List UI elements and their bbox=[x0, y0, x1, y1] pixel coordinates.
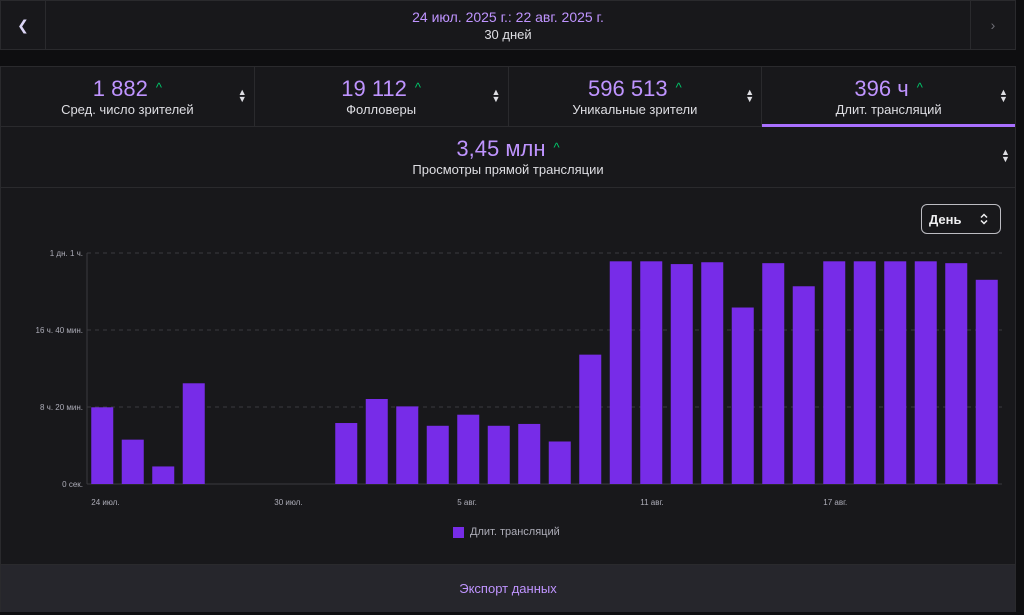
granularity-value: День bbox=[929, 211, 962, 227]
stat-unique-viewers[interactable]: 596 513 ^ Уникальные зрители ▲ ▼ bbox=[508, 67, 763, 127]
stat-value: 19 112 bbox=[341, 76, 407, 101]
bar bbox=[518, 423, 541, 484]
x-tick-label: 5 авг. bbox=[457, 498, 477, 507]
y-tick-label: 8 ч. 20 мин. bbox=[40, 403, 83, 412]
bar bbox=[945, 263, 968, 484]
bar bbox=[91, 407, 114, 484]
trend-up-icon: ^ bbox=[675, 80, 682, 95]
bar bbox=[884, 261, 907, 484]
bar bbox=[640, 261, 663, 484]
bar bbox=[365, 398, 388, 484]
bar bbox=[396, 406, 419, 484]
bar bbox=[609, 261, 632, 484]
sort-icon: ▲ ▼ bbox=[491, 87, 501, 104]
trend-up-icon: ^ bbox=[414, 80, 421, 95]
y-tick-label: 0 сек. bbox=[62, 480, 83, 489]
sort-icon: ▲ ▼ bbox=[1001, 147, 1010, 164]
bar bbox=[731, 307, 754, 484]
stat-stream-duration[interactable]: 396 ч ^ Длит. трансляций ▲ ▼ bbox=[762, 67, 1015, 127]
stat-label: Просмотры прямой трансляции bbox=[412, 162, 604, 177]
date-range: 24 июл. 2025 г.: 22 авг. 2025 г. 30 дней bbox=[45, 9, 971, 44]
y-tick-label: 16 ч. 40 мин. bbox=[36, 326, 83, 335]
sort-icon: ▲ ▼ bbox=[745, 87, 755, 104]
select-arrows-icon bbox=[980, 213, 988, 225]
stat-label: Уникальные зрители bbox=[572, 102, 698, 117]
bar bbox=[792, 286, 815, 484]
stat-tabs: 1 882 ^ Сред. число зрителей ▲ ▼ 19 112 ^ Ф… bbox=[1, 67, 1015, 127]
bar bbox=[762, 263, 785, 484]
prev-period-button[interactable]: ❮ bbox=[1, 1, 46, 49]
bar bbox=[853, 261, 876, 484]
bar bbox=[182, 383, 205, 484]
bar bbox=[152, 466, 175, 484]
export-data-button[interactable]: Экспорт данных bbox=[1, 564, 1015, 612]
stat-label: Длит. трансляций bbox=[835, 102, 942, 117]
stat-avg-viewers[interactable]: 1 882 ^ Сред. число зрителей ▲ ▼ bbox=[1, 67, 255, 127]
date-range-bar: ❮ 24 июл. 2025 г.: 22 авг. 2025 г. 30 дн… bbox=[0, 0, 1016, 50]
stat-followers[interactable]: 19 112 ^ Фолловеры ▲ ▼ bbox=[254, 67, 509, 127]
stat-value: 3,45 млн bbox=[456, 136, 546, 161]
stat-label: Фолловеры bbox=[346, 102, 417, 117]
bar bbox=[975, 279, 998, 484]
bar bbox=[457, 414, 480, 484]
bar bbox=[548, 441, 571, 484]
granularity-select[interactable]: День bbox=[921, 204, 1001, 234]
stream-duration-chart: 0 сек. 8 ч. 20 мин. 16 ч. 40 мин. 1 дн. 1 ч… bbox=[36, 249, 1002, 507]
bar bbox=[670, 264, 693, 484]
sort-icon: ▲ ▼ bbox=[237, 87, 247, 104]
stat-value: 1 882 bbox=[92, 76, 148, 101]
chart-legend: Длит. трансляций bbox=[453, 526, 560, 538]
trend-up-icon: ^ bbox=[155, 80, 162, 95]
bar bbox=[701, 262, 724, 484]
bar bbox=[487, 425, 510, 484]
legend-swatch bbox=[453, 526, 464, 538]
analytics-panel: 1 882 ^ Сред. число зрителей ▲ ▼ 19 112 ^ Ф… bbox=[0, 66, 1016, 612]
bar bbox=[426, 425, 449, 484]
x-tick-label: 17 авг. bbox=[823, 498, 847, 507]
bar bbox=[335, 423, 358, 484]
stat-live-views[interactable]: 3,45 млн ^ Просмотры прямой трансляции ▲ ▼ bbox=[1, 127, 1015, 188]
export-label: Экспорт данных bbox=[459, 581, 557, 596]
y-tick-label: 1 дн. 1 ч. bbox=[50, 249, 83, 258]
period-length: 30 дней bbox=[484, 27, 532, 42]
bar bbox=[121, 439, 144, 484]
sort-icon: ▲ ▼ bbox=[999, 87, 1008, 104]
stat-value: 596 513 bbox=[588, 76, 668, 101]
date-range-text: 24 июл. 2025 г.: 22 авг. 2025 г. bbox=[412, 9, 604, 25]
bar bbox=[579, 354, 602, 484]
trend-up-icon: ^ bbox=[553, 140, 560, 155]
bar bbox=[823, 261, 846, 484]
legend-label: Длит. трансляций bbox=[470, 526, 560, 538]
stat-label: Сред. число зрителей bbox=[61, 102, 194, 117]
x-tick-label: 30 июл. bbox=[274, 498, 302, 507]
chevron-left-icon: ❮ bbox=[17, 16, 29, 33]
stat-value: 396 ч bbox=[854, 76, 909, 101]
bar bbox=[914, 261, 937, 484]
x-tick-label: 11 авг. bbox=[640, 498, 663, 507]
x-tick-label: 24 июл. bbox=[91, 498, 119, 507]
next-period-button[interactable]: › bbox=[970, 1, 1015, 49]
chevron-right-icon: › bbox=[990, 17, 996, 33]
trend-up-icon: ^ bbox=[916, 80, 923, 95]
